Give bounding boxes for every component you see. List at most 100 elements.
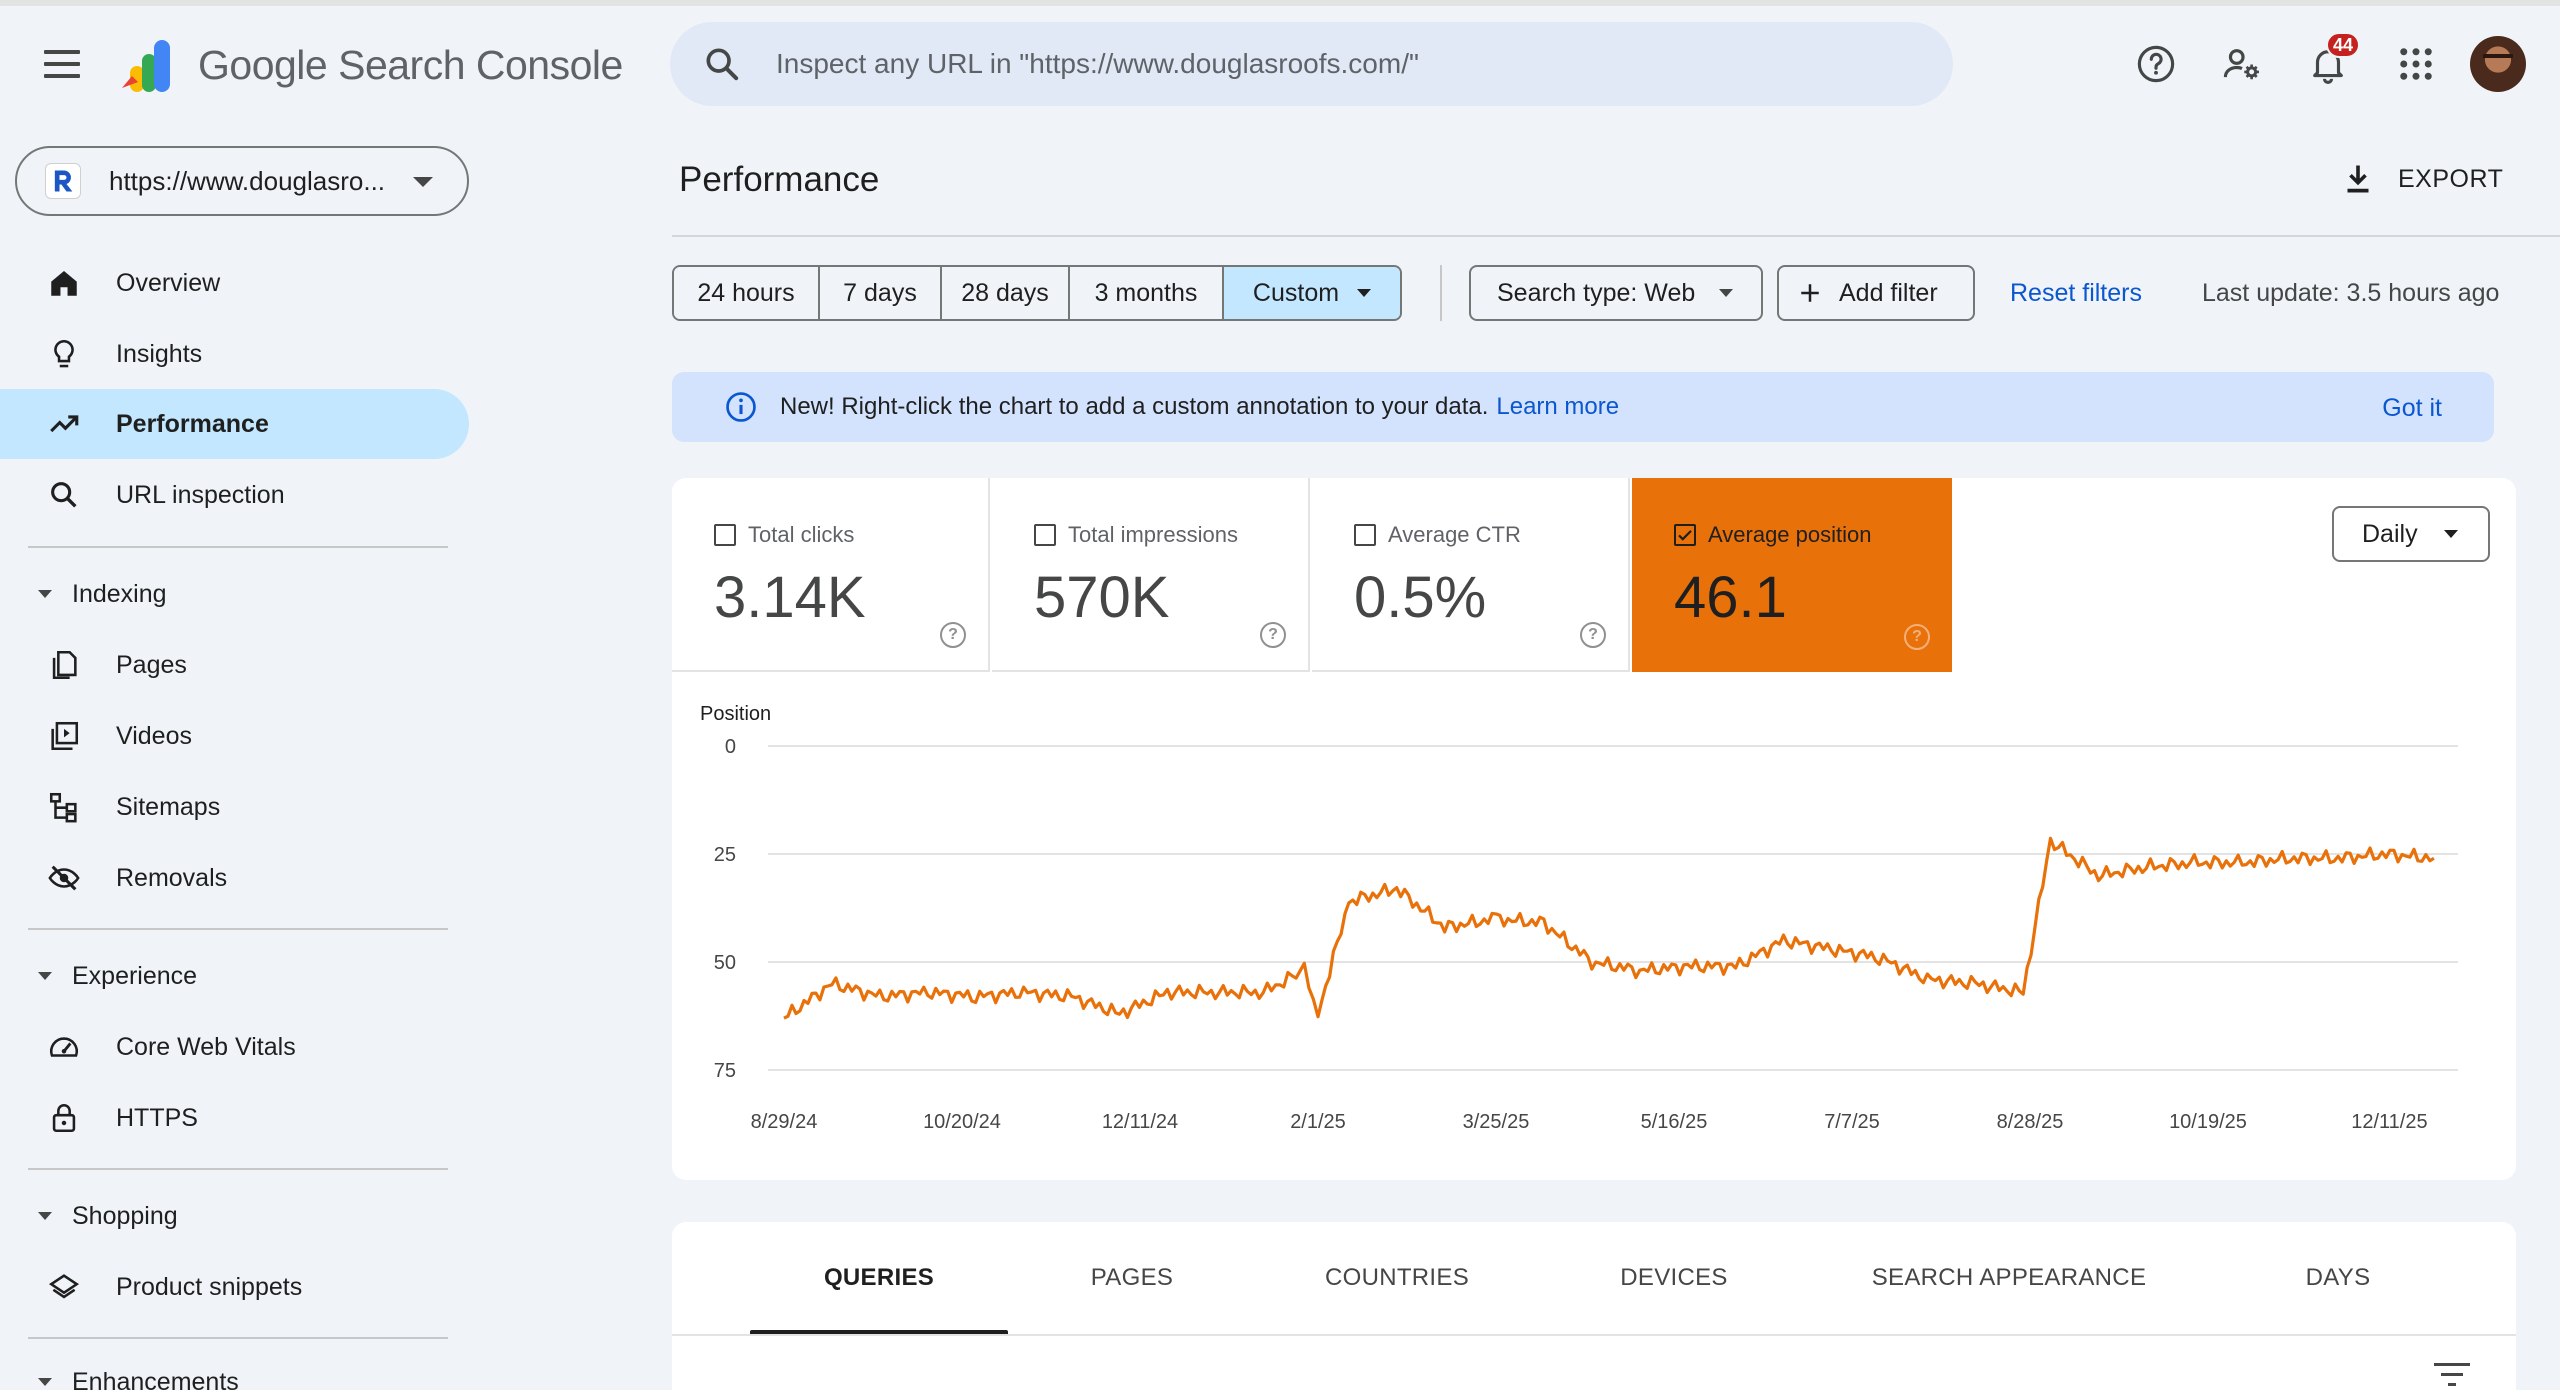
property-logo-icon — [45, 163, 81, 199]
apps-icon[interactable] — [2390, 38, 2442, 90]
lightbulb-icon — [46, 336, 82, 372]
tab-devices[interactable]: DEVICES — [1620, 1264, 1728, 1291]
range-custom[interactable]: Custom — [1224, 267, 1400, 319]
sidebar-item-insights[interactable]: Insights — [0, 319, 469, 389]
filter-separator — [1440, 265, 1442, 321]
series-line-average-position — [783, 836, 2435, 1020]
manage-users-icon[interactable] — [2216, 38, 2268, 90]
sidebar-item-overview[interactable]: Overview — [0, 248, 469, 318]
export-button[interactable]: EXPORT — [2340, 158, 2503, 200]
reset-filters-link[interactable]: Reset filters — [2010, 279, 2142, 307]
sidebar-item-performance[interactable]: Performance — [0, 389, 469, 459]
notifications-button[interactable]: 44 — [2302, 32, 2361, 90]
tab-queries[interactable]: QUERIES — [750, 1222, 1008, 1334]
x-tick-label: 8/28/25 — [1997, 1111, 2064, 1133]
sidebar-item-core-web-vitals[interactable]: Core Web Vitals — [0, 1012, 469, 1082]
tab-pages[interactable]: PAGES — [1090, 1264, 1174, 1291]
sidebar-section-experience[interactable]: Experience — [0, 946, 469, 1006]
metric-average-ctr[interactable]: Average CTR 0.5% ? — [1312, 478, 1630, 672]
tab-countries[interactable]: COUNTRIES — [1324, 1264, 1470, 1291]
tab-search-appearance[interactable]: SEARCH APPEARANCE — [1871, 1264, 2147, 1291]
y-tick-label: 0 — [725, 736, 736, 758]
avatar[interactable] — [2470, 36, 2526, 92]
metric-total-impressions[interactable]: Total impressions 570K ? — [992, 478, 1310, 672]
y-tick-label: 50 — [714, 952, 736, 974]
caret-down-icon — [1357, 289, 1372, 297]
range-3-months[interactable]: 3 months — [1070, 267, 1224, 319]
video-icon — [46, 718, 82, 754]
performance-card: Total clicks 3.14K ? Total impressions 5… — [672, 478, 2516, 1180]
dimension-tabs-card: QUERIES PAGES COUNTRIES DEVICES SEARCH A… — [672, 1222, 2516, 1390]
metric-average-position[interactable]: Average position 46.1 ? — [1632, 478, 1952, 672]
search-type-filter[interactable]: Search type: Web — [1469, 265, 1763, 321]
caret-down-icon — [38, 972, 52, 980]
help-icon[interactable]: ? — [1260, 622, 1286, 648]
sidebar-divider — [28, 1337, 448, 1339]
layers-icon — [46, 1269, 82, 1305]
position-chart[interactable]: Position 0 25 50 75 8/29/24 10/20/24 12/11/24 2/… — [672, 672, 2516, 1180]
x-tick-label: 7/7/25 — [1824, 1111, 1880, 1133]
sidebar-section-shopping[interactable]: Shopping — [0, 1186, 469, 1246]
checkbox-checked-icon[interactable] — [1674, 524, 1696, 546]
gauge-icon — [46, 1029, 82, 1065]
granularity-selector[interactable]: Daily — [2332, 506, 2490, 562]
notification-count-badge: 44 — [2326, 32, 2361, 58]
checkbox-icon[interactable] — [1354, 524, 1376, 546]
sidebar-item-product-snippets[interactable]: Product snippets — [0, 1252, 469, 1322]
sidebar-divider — [28, 928, 448, 930]
sidebar-item-removals[interactable]: Removals — [0, 843, 469, 913]
sidebar-item-pages[interactable]: Pages — [0, 630, 469, 700]
info-icon — [726, 392, 756, 422]
help-icon[interactable]: ? — [1580, 622, 1606, 648]
add-filter-button[interactable]: Add filter — [1777, 265, 1975, 321]
tab-days[interactable]: DAYS — [2305, 1264, 2371, 1291]
menu-icon[interactable] — [44, 50, 80, 78]
title-divider — [672, 235, 2560, 237]
checkbox-icon[interactable] — [1034, 524, 1056, 546]
y-tick-label: 25 — [714, 844, 736, 866]
property-selector[interactable]: https://www.douglasro... — [15, 146, 469, 216]
url-inspection-input[interactable] — [776, 48, 1953, 80]
metric-value: 570K — [1034, 565, 1170, 630]
x-tick-label: 8/29/24 — [751, 1111, 818, 1133]
range-28-days[interactable]: 28 days — [942, 267, 1070, 319]
got-it-button[interactable]: Got it — [2382, 394, 2442, 422]
sidebar-item-https[interactable]: HTTPS — [0, 1083, 469, 1153]
banner-text: New! Right-click the chart to add a cust… — [780, 393, 1489, 420]
download-icon — [2347, 165, 2369, 193]
tabs-divider — [672, 1334, 2516, 1336]
y-axis-label: Position — [700, 703, 771, 725]
sidebar-section-indexing[interactable]: Indexing — [0, 564, 469, 624]
url-inspection-search[interactable] — [670, 22, 1953, 106]
help-icon[interactable]: ? — [1904, 624, 1930, 650]
lock-icon — [46, 1100, 82, 1136]
search-icon — [46, 477, 82, 513]
learn-more-link[interactable]: Learn more — [1496, 393, 1620, 420]
sidebar-item-videos[interactable]: Videos — [0, 701, 469, 771]
metric-value: 46.1 — [1674, 565, 1787, 630]
y-tick-label: 75 — [714, 1060, 736, 1082]
help-icon[interactable]: ? — [940, 622, 966, 648]
home-icon — [46, 265, 82, 301]
x-tick-label: 3/25/25 — [1463, 1111, 1530, 1133]
range-7-days[interactable]: 7 days — [820, 267, 942, 319]
x-tick-label: 5/16/25 — [1641, 1111, 1708, 1133]
sidebar-section-enhancements[interactable]: Enhancements — [0, 1352, 469, 1390]
search-console-logo-icon — [122, 40, 170, 92]
caret-down-icon — [38, 1378, 52, 1386]
range-24-hours[interactable]: 24 hours — [674, 267, 820, 319]
top-border — [0, 0, 2560, 6]
annotation-banner: New! Right-click the chart to add a cust… — [672, 372, 2494, 442]
caret-down-icon — [38, 1212, 52, 1220]
metric-value: 0.5% — [1354, 565, 1487, 630]
eye-off-icon — [46, 860, 82, 896]
sitemap-icon — [46, 789, 82, 825]
filter-list-icon[interactable] — [2434, 1362, 2470, 1388]
sidebar-item-url-inspection[interactable]: URL inspection — [0, 460, 469, 530]
sidebar-item-sitemaps[interactable]: Sitemaps — [0, 772, 469, 842]
help-icon[interactable] — [2130, 38, 2182, 90]
metric-total-clicks[interactable]: Total clicks 3.14K ? — [672, 478, 990, 672]
checkbox-icon[interactable] — [714, 524, 736, 546]
sidebar-divider — [28, 1168, 448, 1170]
date-range-selector[interactable]: 24 hours 7 days 28 days 3 months Custom — [672, 265, 1402, 321]
